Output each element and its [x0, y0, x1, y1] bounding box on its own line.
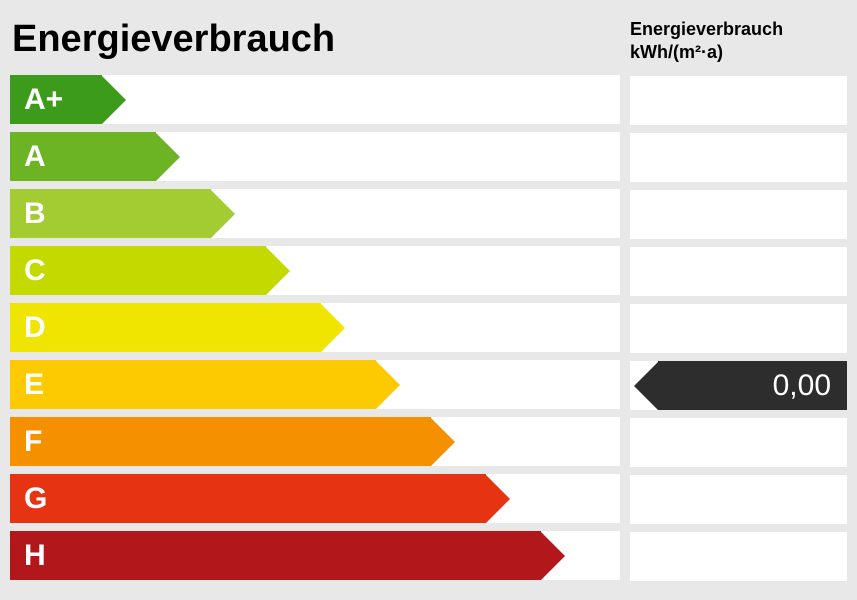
ratings-column: Energieverbrauch A+ ABCDEFGH: [10, 10, 620, 590]
rating-label: H: [10, 531, 541, 580]
arrow-head-icon: [156, 133, 180, 181]
rating-label: A: [10, 132, 156, 181]
value-header-line1: Energieverbrauch: [630, 18, 847, 41]
rating-label: B: [10, 189, 211, 238]
value-cell: [630, 76, 847, 125]
rating-label: C: [10, 246, 266, 295]
value-column-header: Energieverbrauch kWh/(m²·a): [630, 10, 847, 76]
value-header-line2: kWh/(m²·a): [630, 41, 847, 64]
rating-arrow: H: [10, 531, 565, 580]
rating-arrow: C: [10, 246, 290, 295]
rating-label: D: [10, 303, 321, 352]
rating-arrow: A: [10, 132, 180, 181]
value-marker: 0,00: [634, 361, 847, 410]
value-cell: [630, 475, 847, 524]
rating-row-c: C: [10, 246, 620, 295]
rating-row-h: H: [10, 531, 620, 580]
energy-label-container: Energieverbrauch A+ ABCDEFGH Energieverbr…: [10, 10, 847, 590]
rating-arrow: A+: [10, 75, 126, 124]
rating-row-a: A: [10, 132, 620, 181]
rating-label: G: [10, 474, 486, 523]
arrow-head-icon: [376, 361, 400, 409]
chart-title: Energieverbrauch: [10, 10, 620, 75]
value-column: Energieverbrauch kWh/(m²·a) 0,00: [630, 10, 847, 590]
rating-arrow: B: [10, 189, 235, 238]
arrow-head-icon: [266, 247, 290, 295]
rating-row-e: E: [10, 360, 620, 409]
arrow-head-icon: [102, 76, 126, 124]
rating-row-g: G: [10, 474, 620, 523]
arrow-head-icon: [321, 304, 345, 352]
rating-row-b: B: [10, 189, 620, 238]
arrow-head-icon: [211, 190, 235, 238]
value-cell: [630, 247, 847, 296]
value-cell: 0,00: [630, 361, 847, 410]
value-cell: [630, 304, 847, 353]
arrow-head-icon: [486, 475, 510, 523]
rating-rows: A+ ABCDEFGH: [10, 75, 620, 580]
arrow-head-icon: [431, 418, 455, 466]
rating-label: E: [10, 360, 376, 409]
rating-label: A+: [10, 75, 102, 124]
value-marker-arrow-icon: [634, 362, 658, 410]
rating-row-aplus: A+: [10, 75, 620, 124]
value-cell: [630, 418, 847, 467]
value-cell: [630, 133, 847, 182]
rating-row-f: F: [10, 417, 620, 466]
rating-arrow: E: [10, 360, 400, 409]
value-cell: [630, 190, 847, 239]
rating-arrow: D: [10, 303, 345, 352]
value-cell: [630, 532, 847, 581]
rating-row-d: D: [10, 303, 620, 352]
rating-label: F: [10, 417, 431, 466]
value-rows: 0,00: [630, 76, 847, 581]
arrow-head-icon: [541, 532, 565, 580]
rating-arrow: G: [10, 474, 510, 523]
rating-arrow: F: [10, 417, 455, 466]
value-text: 0,00: [658, 361, 847, 410]
